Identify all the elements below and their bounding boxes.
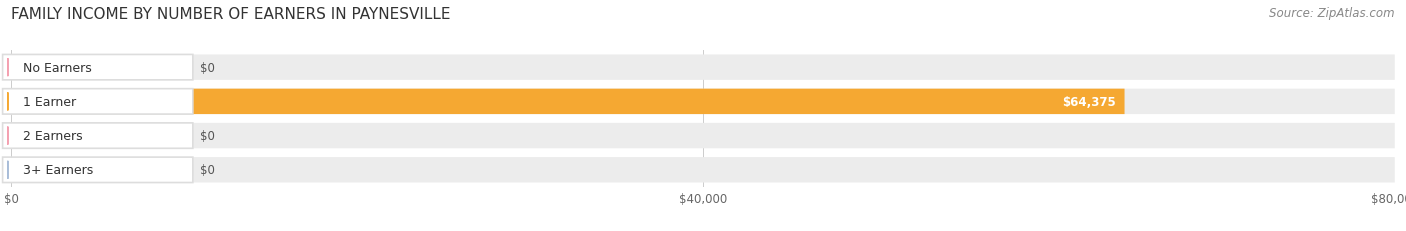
FancyBboxPatch shape	[3, 89, 193, 115]
Text: $64,375: $64,375	[1062, 95, 1116, 108]
FancyBboxPatch shape	[11, 55, 1395, 81]
Text: Source: ZipAtlas.com: Source: ZipAtlas.com	[1270, 7, 1395, 20]
FancyBboxPatch shape	[11, 123, 1395, 149]
Text: 2 Earners: 2 Earners	[24, 130, 83, 143]
Text: $0: $0	[200, 164, 215, 176]
Text: FAMILY INCOME BY NUMBER OF EARNERS IN PAYNESVILLE: FAMILY INCOME BY NUMBER OF EARNERS IN PA…	[11, 7, 451, 22]
Text: 3+ Earners: 3+ Earners	[24, 164, 94, 176]
Text: No Earners: No Earners	[24, 61, 93, 74]
FancyBboxPatch shape	[11, 89, 1125, 115]
Text: 1 Earner: 1 Earner	[24, 95, 76, 108]
FancyBboxPatch shape	[3, 55, 193, 81]
FancyBboxPatch shape	[11, 157, 1395, 183]
Text: $0: $0	[200, 130, 215, 143]
Text: $0: $0	[200, 61, 215, 74]
FancyBboxPatch shape	[11, 89, 1395, 115]
FancyBboxPatch shape	[3, 157, 193, 183]
FancyBboxPatch shape	[3, 123, 193, 149]
